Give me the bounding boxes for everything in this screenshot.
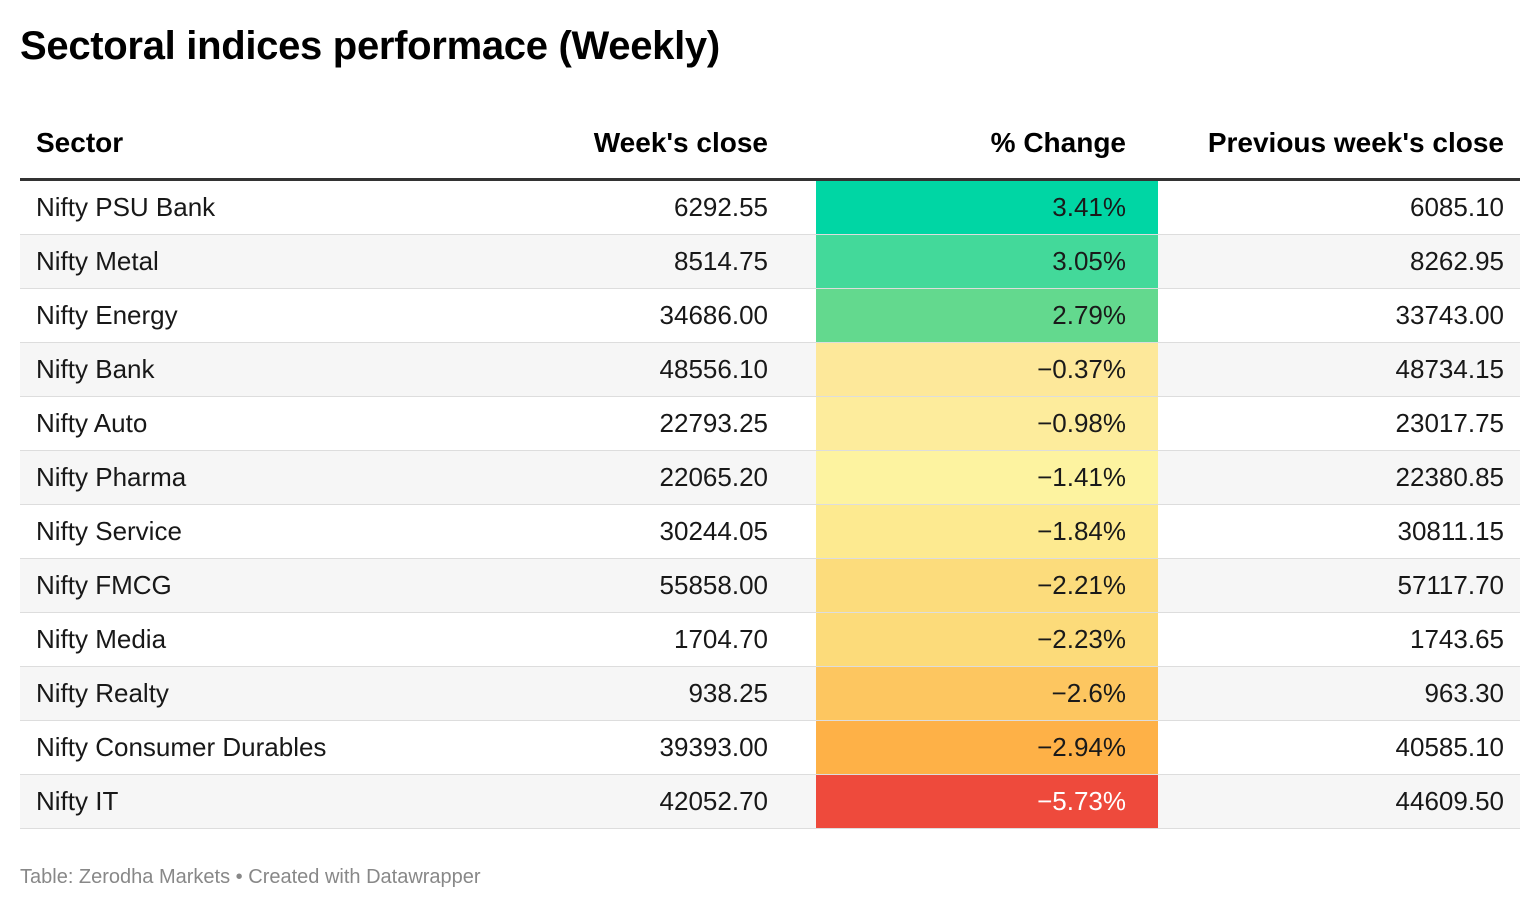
cell-change: −5.73% xyxy=(784,774,1158,829)
footer-credits: Table: Zerodha Markets • Created with Da… xyxy=(20,866,481,889)
cell-week-close: 938.25 xyxy=(402,666,784,721)
cell-week-close: 1704.70 xyxy=(402,612,784,667)
cell-prev-close: 22380.85 xyxy=(1158,450,1520,505)
table-row: Nifty Service 30244.05 −1.84% 30811.15 xyxy=(20,504,1520,559)
sector-table: Sector Week's close % Change Previous we… xyxy=(20,108,1520,829)
change-heat-cell: −2.23% xyxy=(816,613,1158,666)
cell-week-close: 48556.10 xyxy=(402,342,784,397)
cell-prev-close: 57117.70 xyxy=(1158,558,1520,613)
cell-change: −0.37% xyxy=(784,342,1158,397)
cell-week-close: 42052.70 xyxy=(402,774,784,829)
cell-week-close: 6292.55 xyxy=(402,179,784,235)
column-header-change[interactable]: % Change xyxy=(784,108,1158,181)
footer-separator: • xyxy=(235,866,243,888)
cell-sector: Nifty Consumer Durables xyxy=(20,720,402,775)
cell-sector: Nifty Auto xyxy=(20,396,402,451)
footer-source: Table: Zerodha Markets xyxy=(20,866,231,888)
cell-sector: Nifty PSU Bank xyxy=(20,179,402,235)
cell-week-close: 22793.25 xyxy=(402,396,784,451)
cell-prev-close: 48734.15 xyxy=(1158,342,1520,397)
table-row: Nifty Consumer Durables 39393.00 −2.94% 405… xyxy=(20,720,1520,775)
cell-week-close: 55858.00 xyxy=(402,558,784,613)
change-heat-cell: −0.98% xyxy=(816,397,1158,450)
cell-week-close: 22065.20 xyxy=(402,450,784,505)
change-heat-cell: −2.21% xyxy=(816,559,1158,612)
table-row: Nifty Pharma 22065.20 −1.41% 22380.85 xyxy=(20,450,1520,505)
change-heat-cell: −1.41% xyxy=(816,451,1158,504)
cell-sector: Nifty Service xyxy=(20,504,402,559)
cell-prev-close: 8262.95 xyxy=(1158,234,1520,289)
page-title: Sectoral indices performace (Weekly) xyxy=(20,24,720,68)
footer-credit-link[interactable]: Created with Datawrapper xyxy=(248,866,481,888)
change-heat-cell: −0.37% xyxy=(816,343,1158,396)
cell-change: −2.21% xyxy=(784,558,1158,613)
cell-sector: Nifty Energy xyxy=(20,288,402,343)
table-row: Nifty Energy 34686.00 2.79% 33743.00 xyxy=(20,288,1520,343)
cell-change: −2.6% xyxy=(784,666,1158,721)
column-header-prev-close[interactable]: Previous week's close xyxy=(1158,108,1520,181)
table-row: Nifty Media 1704.70 −2.23% 1743.65 xyxy=(20,612,1520,667)
change-heat-cell: −2.6% xyxy=(816,667,1158,720)
change-heat-cell: −2.94% xyxy=(816,721,1158,774)
column-header-sector[interactable]: Sector xyxy=(20,108,402,181)
cell-sector: Nifty Metal xyxy=(20,234,402,289)
cell-prev-close: 23017.75 xyxy=(1158,396,1520,451)
sector-table-container: Sector Week's close % Change Previous we… xyxy=(20,108,1520,829)
cell-prev-close: 1743.65 xyxy=(1158,612,1520,667)
change-heat-cell: −1.84% xyxy=(816,505,1158,558)
table-row: Nifty FMCG 55858.00 −2.21% 57117.70 xyxy=(20,558,1520,613)
cell-sector: Nifty Bank xyxy=(20,342,402,397)
cell-week-close: 8514.75 xyxy=(402,234,784,289)
change-heat-cell: 2.79% xyxy=(816,289,1158,342)
table-header-row: Sector Week's close % Change Previous we… xyxy=(20,108,1520,181)
cell-change: 2.79% xyxy=(784,288,1158,343)
cell-change: −1.84% xyxy=(784,504,1158,559)
cell-prev-close: 30811.15 xyxy=(1158,504,1520,559)
column-header-week-close[interactable]: Week's close xyxy=(402,108,784,181)
table-row: Nifty Bank 48556.10 −0.37% 48734.15 xyxy=(20,342,1520,397)
cell-prev-close: 40585.10 xyxy=(1158,720,1520,775)
cell-sector: Nifty IT xyxy=(20,774,402,829)
table-body: Nifty PSU Bank 6292.55 3.41% 6085.10 Nifty M… xyxy=(20,179,1520,829)
cell-prev-close: 963.30 xyxy=(1158,666,1520,721)
cell-change: 3.05% xyxy=(784,234,1158,289)
table-row: Nifty PSU Bank 6292.55 3.41% 6085.10 xyxy=(20,179,1520,235)
cell-prev-close: 33743.00 xyxy=(1158,288,1520,343)
cell-week-close: 30244.05 xyxy=(402,504,784,559)
change-heat-cell: 3.05% xyxy=(816,235,1158,288)
cell-prev-close: 44609.50 xyxy=(1158,774,1520,829)
cell-sector: Nifty Realty xyxy=(20,666,402,721)
cell-week-close: 39393.00 xyxy=(402,720,784,775)
cell-change: −2.23% xyxy=(784,612,1158,667)
cell-prev-close: 6085.10 xyxy=(1158,179,1520,235)
change-heat-cell: 3.41% xyxy=(816,181,1158,234)
cell-change: −2.94% xyxy=(784,720,1158,775)
cell-week-close: 34686.00 xyxy=(402,288,784,343)
cell-sector: Nifty Media xyxy=(20,612,402,667)
change-heat-cell: −5.73% xyxy=(816,775,1158,828)
cell-sector: Nifty FMCG xyxy=(20,558,402,613)
table-row: Nifty IT 42052.70 −5.73% 44609.50 xyxy=(20,774,1520,829)
cell-change: −1.41% xyxy=(784,450,1158,505)
cell-change: −0.98% xyxy=(784,396,1158,451)
cell-change: 3.41% xyxy=(784,179,1158,235)
table-row: Nifty Metal 8514.75 3.05% 8262.95 xyxy=(20,234,1520,289)
table-row: Nifty Realty 938.25 −2.6% 963.30 xyxy=(20,666,1520,721)
cell-sector: Nifty Pharma xyxy=(20,450,402,505)
table-row: Nifty Auto 22793.25 −0.98% 23017.75 xyxy=(20,396,1520,451)
